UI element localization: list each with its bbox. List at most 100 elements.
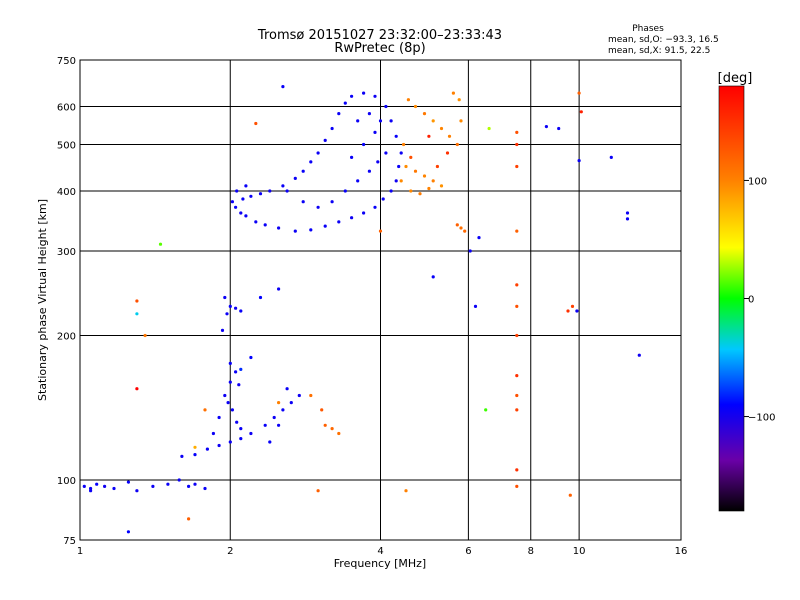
data-point	[389, 189, 393, 193]
data-point	[367, 112, 371, 116]
data-point	[330, 200, 334, 204]
data-point	[579, 110, 583, 114]
data-point	[135, 299, 139, 303]
data-point	[217, 443, 221, 448]
data-point	[406, 98, 410, 102]
phase-box-line-o: mean, sd,O: −93.3, 16.5	[608, 35, 719, 45]
y-tick-label: 75	[63, 536, 76, 547]
y-tick-label: 750	[57, 56, 76, 67]
data-point	[244, 184, 248, 188]
data-point	[205, 447, 209, 451]
x-axis-ticks: 1 2 4 6 8 10 16	[77, 546, 688, 557]
data-point	[402, 142, 406, 147]
data-point	[625, 217, 630, 221]
data-point	[473, 304, 478, 308]
data-point	[404, 489, 408, 493]
chart-title: Tromsø 20151027 23:32:00–23:33:43	[257, 28, 502, 43]
data-point	[575, 309, 579, 313]
data-point	[225, 312, 229, 316]
data-point	[413, 169, 418, 173]
x-tick-label: 16	[675, 546, 688, 557]
data-point	[413, 104, 418, 109]
data-point	[237, 383, 241, 387]
data-point	[135, 387, 139, 391]
x-axis-label: Frequency [MHz]	[334, 557, 426, 570]
x-tick-label: 2	[227, 546, 233, 557]
data-point	[394, 179, 398, 183]
data-point	[193, 445, 197, 449]
phase-box-heading: Phases	[632, 24, 664, 34]
data-point	[89, 486, 93, 491]
data-point	[272, 415, 276, 420]
data-point	[89, 489, 93, 493]
data-point	[187, 484, 191, 488]
data-point	[211, 431, 215, 436]
data-point	[427, 134, 431, 138]
data-point	[263, 223, 267, 227]
data-point	[484, 408, 488, 412]
data-point	[356, 179, 360, 183]
data-point	[323, 224, 327, 228]
data-point	[285, 189, 289, 193]
data-point	[445, 151, 450, 155]
data-point	[418, 192, 422, 196]
y-tick-label: 500	[57, 141, 76, 152]
data-point	[285, 387, 289, 391]
x-tick-label: 6	[465, 546, 471, 557]
data-point	[373, 130, 377, 134]
data-point	[239, 367, 243, 371]
data-point	[637, 353, 641, 357]
data-point	[277, 226, 281, 230]
colorbar-ticks: 100 0 −100	[744, 176, 775, 424]
data-point	[625, 211, 630, 215]
data-point	[439, 184, 444, 188]
data-point	[477, 236, 481, 240]
data-point	[373, 205, 377, 209]
data-point	[384, 104, 388, 109]
x-tick-label: 8	[528, 546, 534, 557]
y-tick-label: 100	[57, 476, 76, 487]
data-point	[330, 427, 334, 431]
data-point	[301, 200, 305, 204]
data-point	[373, 94, 377, 98]
colorbar-tick-label: −100	[748, 413, 775, 424]
data-point	[381, 197, 385, 201]
data-point	[397, 164, 401, 169]
data-point	[422, 174, 427, 178]
data-point	[468, 249, 472, 253]
data-point	[577, 159, 581, 163]
data-point	[389, 119, 393, 123]
data-point	[515, 393, 519, 398]
data-point	[249, 431, 253, 436]
data-point	[455, 223, 459, 227]
y-axis-ticks: 75 100 200 300 400 500 600 750	[57, 56, 76, 547]
data-point	[258, 295, 263, 300]
data-point	[277, 287, 281, 291]
colorbar-tick-label: 0	[748, 295, 754, 306]
data-point	[297, 393, 301, 398]
data-point	[281, 408, 285, 412]
data-point	[409, 155, 413, 159]
data-point	[228, 304, 232, 308]
data-point	[249, 194, 253, 198]
data-point	[239, 437, 243, 441]
x-tick-label: 1	[77, 546, 83, 557]
data-point	[239, 211, 243, 215]
data-point	[515, 164, 519, 169]
data-point	[103, 484, 107, 488]
data-point	[193, 453, 197, 457]
data-point	[515, 333, 519, 338]
data-point	[254, 220, 258, 224]
data-point	[158, 242, 163, 246]
data-point	[135, 489, 139, 493]
data-point	[568, 493, 572, 497]
x-tick-label: 10	[573, 546, 586, 557]
data-point	[343, 101, 347, 105]
data-point	[343, 189, 347, 193]
data-point	[439, 126, 444, 131]
data-point	[378, 229, 383, 233]
data-point	[316, 151, 320, 155]
data-point	[422, 112, 427, 116]
data-point	[234, 205, 238, 209]
